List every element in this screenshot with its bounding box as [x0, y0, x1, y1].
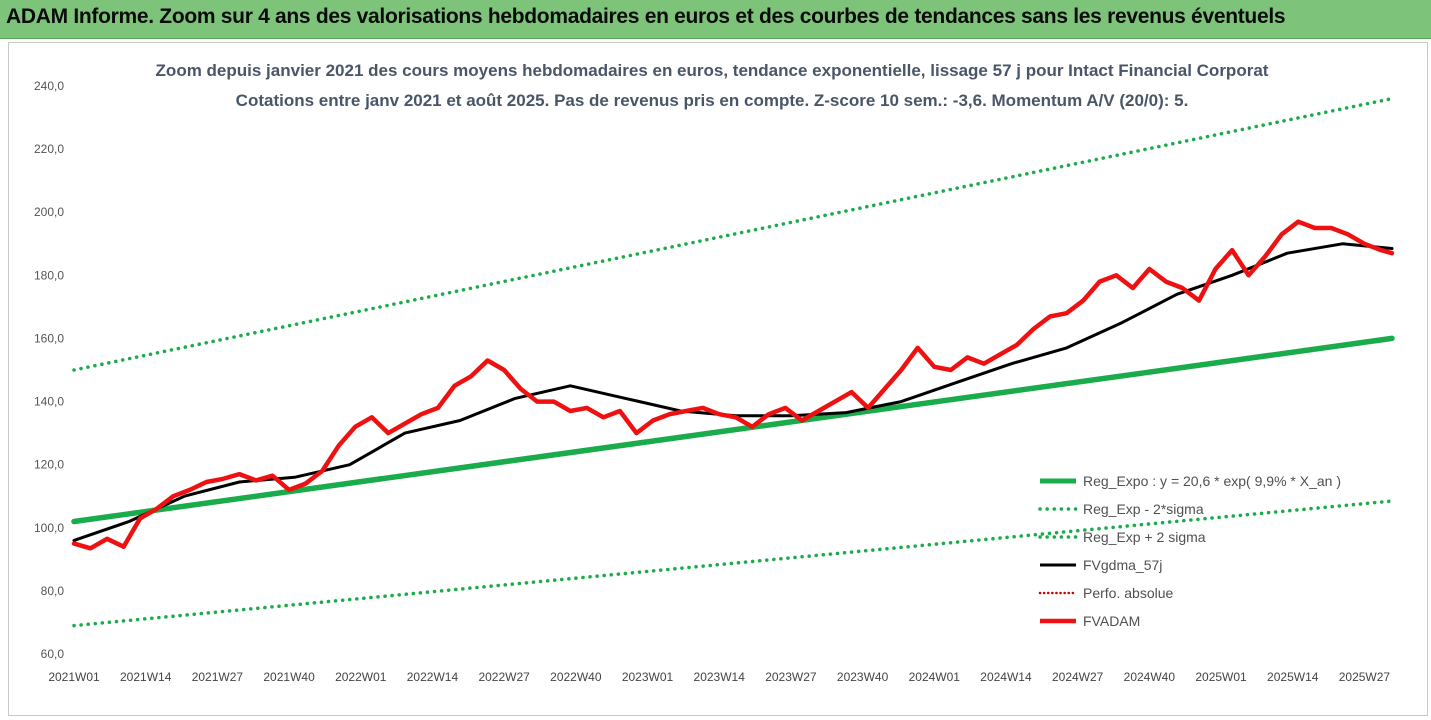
- y-tick-label: 100,0: [34, 521, 64, 535]
- x-tick-label: 2025W14: [1267, 670, 1319, 684]
- x-tick-label: 2023W01: [622, 670, 674, 684]
- y-tick-label: 160,0: [34, 331, 64, 345]
- report-banner: ADAM Informe. Zoom sur 4 ans des valoris…: [0, 0, 1431, 39]
- x-tick-label: 2022W14: [407, 670, 459, 684]
- x-tick-label: 2023W40: [837, 670, 889, 684]
- x-axis: 2021W01 2021W14 2021W27 2021W40 2022W01 2022W…: [48, 670, 1390, 684]
- x-tick-label: 2023W27: [765, 670, 817, 684]
- x-tick-label: 2023W14: [694, 670, 746, 684]
- x-tick-label: 2022W01: [335, 670, 387, 684]
- y-tick-label: 180,0: [34, 268, 64, 282]
- x-tick-label: 2021W01: [48, 670, 100, 684]
- reg-expo-line: [71, 335, 1395, 525]
- legend-label-reg-exp-minus-2sigma-line: Reg_Exp - 2*sigma: [1083, 501, 1204, 517]
- chart-title-line2: Cotations entre janv 2021 et août 2025. …: [236, 91, 1189, 110]
- x-tick-label: 2022W27: [478, 670, 530, 684]
- x-tick-label: 2025W01: [1195, 670, 1247, 684]
- y-tick-label: 120,0: [34, 458, 64, 472]
- x-tick-label: 2021W14: [120, 670, 172, 684]
- plot-area: [71, 96, 1395, 628]
- y-tick-label: 60,0: [41, 647, 65, 661]
- legend-label-perfo-absolue-line: Perfo. absolue: [1083, 585, 1173, 601]
- y-tick-label: 80,0: [41, 584, 65, 598]
- y-tick-label: 200,0: [34, 205, 64, 219]
- legend-label-reg-exp-plus-2sigma-line: Reg_Exp + 2 sigma: [1083, 529, 1206, 545]
- reg-exp-plus-2sigma-line: [72, 96, 1394, 372]
- chart-title-line1: Zoom depuis janvier 2021 des cours moyen…: [156, 61, 1269, 80]
- x-tick-label: 2024W14: [980, 670, 1032, 684]
- y-tick-label: 220,0: [34, 142, 64, 156]
- x-tick-label: 2024W01: [909, 670, 961, 684]
- legend: Reg_Expo : y = 20,6 * exp( 9,9% * X_an )…: [1038, 473, 1341, 629]
- y-tick-label: 140,0: [34, 395, 64, 409]
- y-axis: 60,0 80,0 100,0 120,0 140,0 160,0 180,0 200,0 22…: [34, 79, 64, 661]
- x-tick-label: 2022W40: [550, 670, 602, 684]
- chart-frame: [8, 42, 1428, 716]
- legend-label-fvadam-line: FVADAM: [1083, 613, 1140, 629]
- fvadam-line: [71, 219, 1395, 551]
- legend-label-reg-expo-line: Reg_Expo : y = 20,6 * exp( 9,9% * X_an ): [1083, 473, 1341, 489]
- y-tick-label: 240,0: [34, 79, 64, 93]
- x-tick-label: 2021W27: [192, 670, 244, 684]
- x-tick-label: 2025W27: [1339, 670, 1391, 684]
- banner-title: ADAM Informe. Zoom sur 4 ans des valoris…: [6, 5, 1286, 28]
- x-tick-label: 2024W40: [1124, 670, 1176, 684]
- reg-exp-minus-2sigma-line: [72, 499, 1394, 628]
- legend-label-fvgdma-57j-line: FVgdma_57j: [1083, 557, 1162, 573]
- x-tick-label: 2021W40: [263, 670, 315, 684]
- x-tick-label: 2024W27: [1052, 670, 1104, 684]
